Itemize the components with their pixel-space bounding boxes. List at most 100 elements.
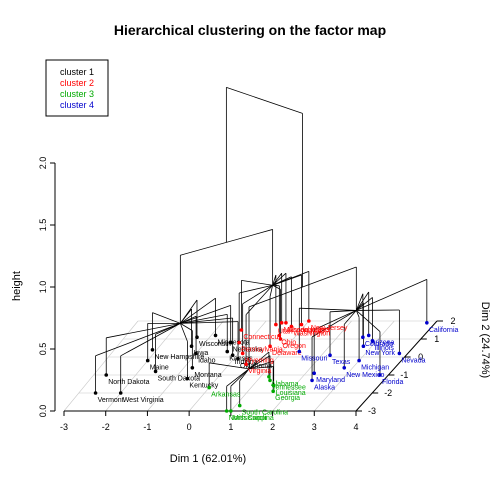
- data-point: [397, 351, 402, 356]
- x-tick-label: -3: [60, 422, 68, 432]
- x-tick-label: 2: [270, 422, 275, 432]
- y-tick-label: 2: [450, 316, 455, 326]
- point-label: Arkansas: [211, 392, 241, 399]
- z-axis-label: height: [11, 271, 23, 301]
- data-point: [228, 340, 233, 345]
- tree-cluster-bar: [248, 366, 274, 370]
- data-point: [229, 409, 233, 413]
- point-label: Alabama: [271, 381, 299, 388]
- data-point: [307, 319, 311, 323]
- z-tick-label: 2.0: [38, 157, 48, 170]
- tree-cluster-bar: [180, 305, 231, 324]
- tree-cluster-bar: [356, 302, 364, 311]
- tree-cluster-bar: [248, 351, 270, 370]
- point-label: New Hampshire: [154, 354, 204, 361]
- x-tick-label: -2: [102, 422, 110, 432]
- data-point: [118, 391, 123, 395]
- grid-line-x: [314, 320, 395, 412]
- y-tick-label: 1: [434, 334, 439, 344]
- tree-cluster-bar: [180, 321, 239, 324]
- data-point: [237, 403, 242, 408]
- y-tick-label: 0: [418, 352, 423, 362]
- tree-cluster-bar: [272, 274, 277, 286]
- point-label: Georgia: [275, 395, 300, 402]
- tree-cluster-bar: [269, 285, 274, 297]
- data-point: [195, 335, 199, 340]
- data-point: [299, 322, 304, 327]
- data-point: [240, 351, 245, 356]
- data-point: [297, 349, 302, 354]
- z-tick-label: 1.0: [38, 281, 48, 294]
- data-point: [237, 340, 241, 345]
- data-point: [366, 333, 371, 338]
- tree-cluster-bar: [314, 310, 357, 331]
- grid-line-x: [63, 320, 139, 412]
- tree-cluster-bar: [152, 312, 181, 324]
- tree-cluster-bar: [248, 355, 271, 370]
- point-label: Nebraska: [233, 347, 263, 354]
- tree-cluster-bar: [356, 310, 381, 332]
- data-point: [267, 375, 271, 379]
- data-point: [104, 373, 109, 377]
- point-label: Colorado: [365, 341, 394, 348]
- tree-cluster-bar: [356, 297, 373, 311]
- data-point: [213, 333, 218, 338]
- y-tick-label: -3: [368, 406, 376, 416]
- point-label: Virginia: [248, 368, 271, 375]
- point-label: Montana: [194, 372, 221, 379]
- data-point: [289, 324, 294, 329]
- point-label: Missouri: [301, 356, 328, 363]
- point-label: New Jersey: [311, 325, 348, 332]
- z-tick-label: 1.5: [38, 219, 48, 232]
- data-point: [194, 351, 198, 356]
- data-point: [378, 373, 382, 377]
- point-label: New Mexico: [346, 372, 384, 379]
- point-label: Kentucky: [189, 383, 218, 390]
- tree-cluster-bar: [180, 323, 193, 331]
- point-label: Connecticut: [243, 334, 280, 341]
- data-point: [268, 344, 272, 349]
- dendrogram: [95, 86, 428, 411]
- point-label: Wyoming: [245, 357, 274, 364]
- tree-cluster-bar: [180, 317, 233, 324]
- x-tick-label: 1: [228, 422, 233, 432]
- point-label: Iowa: [194, 350, 209, 357]
- data-point: [153, 369, 158, 374]
- tree-cluster-bar: [272, 272, 283, 286]
- y-tick-label: -1: [400, 370, 408, 380]
- data-point: [271, 389, 275, 394]
- point-label: Rhode Island: [288, 327, 329, 334]
- x-axis-label: Dim 1 (62.01%): [170, 453, 246, 465]
- tree-cluster-bar: [248, 360, 274, 370]
- data-point: [284, 321, 288, 325]
- point-label: Oklahoma: [240, 363, 272, 370]
- legend-entry: cluster 1: [60, 67, 94, 77]
- data-point: [185, 376, 190, 381]
- data-point: [277, 333, 282, 338]
- z-tick-label: 0.0: [38, 405, 48, 418]
- data-point: [310, 378, 314, 383]
- legend-entry: cluster 4: [60, 100, 94, 110]
- data-point: [230, 353, 235, 358]
- tree-cluster-bar: [106, 323, 181, 339]
- tree-cluster-bar: [272, 284, 280, 287]
- tree-cluster-bar: [180, 308, 192, 324]
- data-point: [361, 335, 365, 340]
- data-point: [224, 409, 229, 413]
- data-point: [278, 337, 283, 341]
- point-label: Ohio: [281, 339, 296, 346]
- point-label: North Carolina: [229, 415, 274, 422]
- legend-entry: cluster 2: [60, 78, 94, 88]
- point-label: North Dakota: [108, 379, 149, 386]
- tree-cluster-bar: [355, 293, 364, 311]
- tree-cluster-bar: [272, 284, 281, 290]
- data-point: [236, 357, 240, 361]
- tree-cluster-bar: [95, 323, 181, 357]
- point-label: Illinois: [374, 345, 394, 352]
- data-point: [93, 391, 98, 395]
- x-tick-label: 0: [187, 422, 192, 432]
- data-point: [357, 358, 361, 363]
- point-label: Minnesota: [218, 339, 250, 346]
- tree-cluster-bar: [242, 284, 273, 305]
